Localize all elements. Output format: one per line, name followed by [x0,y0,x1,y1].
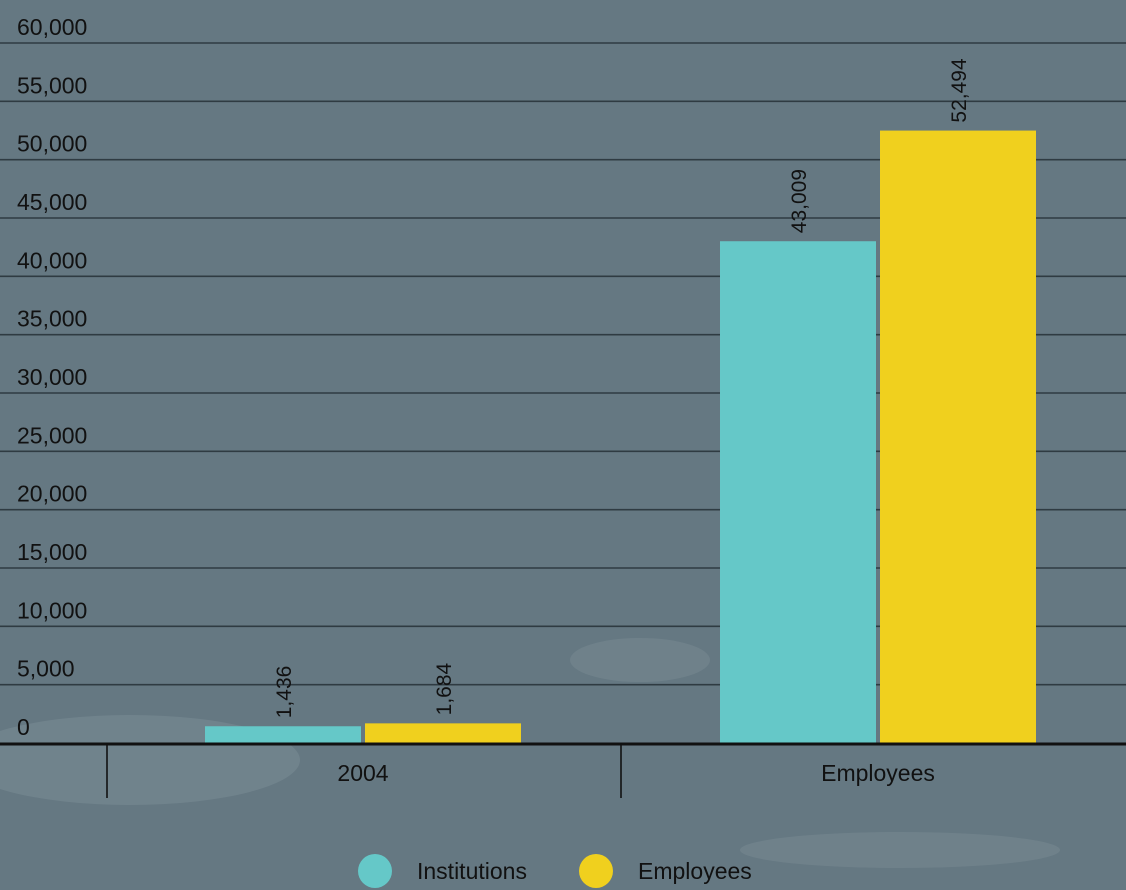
bar [365,723,521,743]
data-label: 1,436 [273,666,296,719]
data-label: 1,684 [433,662,456,715]
bar [880,130,1036,743]
y-axis-ticks: 0 5,000 10,000 15,000 20,000 25,000 30,000 35,0… [17,14,87,740]
legend-label: Institutions [417,858,527,884]
background-cloud-shape [740,832,1060,868]
bars [205,130,1036,743]
x-axis: 2004 Employees [0,742,1126,798]
y-tick-label: 20,000 [17,481,87,507]
y-tick-label: 35,000 [17,306,87,332]
legend-label: Employees [638,858,752,884]
y-tick-label: 0 [17,714,30,740]
bar [205,726,361,743]
data-label: 43,009 [788,169,811,233]
y-tick-label: 15,000 [17,539,87,565]
legend-swatch [579,854,613,888]
y-tick-label: 10,000 [17,597,87,623]
bar [720,241,876,743]
y-tick-label: 60,000 [17,14,87,40]
x-tick-label: Employees [821,760,935,786]
legend-swatch [358,854,392,888]
x-tick-label: 2004 [337,760,388,786]
y-tick-label: 55,000 [17,72,87,98]
background-cloud-shape [570,638,710,682]
y-tick-label: 50,000 [17,131,87,157]
legend: Institutions Employees [358,854,752,888]
y-tick-label: 5,000 [17,656,75,682]
y-tick-label: 25,000 [17,422,87,448]
y-tick-label: 45,000 [17,189,87,215]
data-labels: 1,436 1,684 43,009 52,494 [273,58,971,718]
y-tick-label: 40,000 [17,247,87,273]
data-label: 52,494 [948,58,971,123]
y-tick-label: 30,000 [17,364,87,390]
